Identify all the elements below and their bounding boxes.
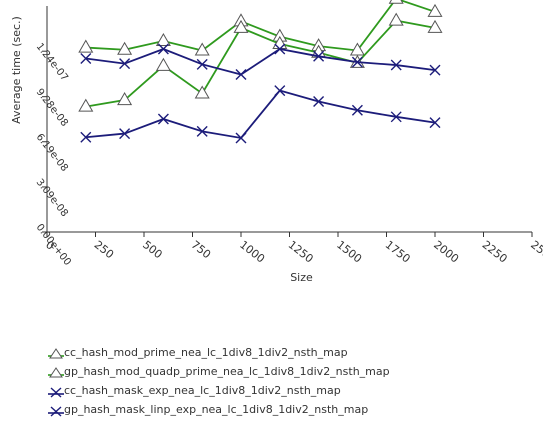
x-tick-label: 250 <box>92 238 117 261</box>
x-tick-label: 2000 <box>431 238 461 265</box>
data-point-triangle <box>78 98 94 112</box>
x-tick-label: 1500 <box>334 238 364 265</box>
data-point-triangle <box>388 12 404 26</box>
data-point-triangle <box>388 0 404 4</box>
x-tick-label: 1750 <box>383 238 413 265</box>
x-axis-title: Size <box>290 271 313 284</box>
y-tick-label: 3.09e-08 <box>34 177 70 219</box>
data-point-x <box>196 58 208 70</box>
legend-triangle-marker <box>48 366 64 377</box>
data-point-x <box>429 117 441 129</box>
y-tick-label: 1.24e-07 <box>34 41 70 83</box>
y-axis-title: Average time (sec.) <box>10 16 23 124</box>
data-point-triangle <box>427 19 443 33</box>
legend-item: gp_hash_mask_linp_exp_nea_lc_1div8_1div2… <box>48 400 390 419</box>
data-point-x <box>119 58 131 70</box>
legend-label: gp_hash_mod_quadp_prime_nea_lc_1div8_1di… <box>64 365 390 378</box>
series-line <box>85 0 436 52</box>
series-1 <box>78 0 443 56</box>
data-point-x <box>390 59 402 71</box>
data-point-x <box>274 43 286 55</box>
y-tick-label: 0.00e+00 <box>34 222 73 268</box>
data-point-x <box>313 96 325 107</box>
data-point-x <box>351 104 363 116</box>
data-point-x <box>274 85 286 97</box>
data-point-x <box>429 64 441 76</box>
x-tick-label: 500 <box>140 238 165 261</box>
series-4 <box>80 85 441 144</box>
chart-legend: cc_hash_mod_prime_nea_lc_1div8_1div2_nst… <box>48 343 390 419</box>
x-tick-label: 1250 <box>286 238 316 265</box>
legend-x-marker <box>48 386 64 398</box>
series-3 <box>80 43 441 81</box>
x-tick-label: 2500 <box>528 238 543 265</box>
data-point-x <box>235 132 247 144</box>
data-point-triangle <box>427 3 443 17</box>
legend-x-marker <box>48 405 64 417</box>
data-point-triangle <box>194 42 210 56</box>
data-point-x <box>119 128 131 140</box>
x-tick-label: 1000 <box>237 238 267 265</box>
data-point-x <box>196 125 208 137</box>
series-line <box>85 19 436 108</box>
data-point-x <box>80 52 92 64</box>
data-point-triangle <box>117 92 133 106</box>
legend-label: gp_hash_mask_linp_exp_nea_lc_1div8_1div2… <box>64 403 369 416</box>
legend-item: gp_hash_mod_quadp_prime_nea_lc_1div8_1di… <box>48 362 390 381</box>
y-tick-label: 9.28e-08 <box>34 87 70 129</box>
legend-label: cc_hash_mask_exp_nea_lc_1div8_1div2_nsth… <box>64 384 341 397</box>
data-point-triangle <box>78 39 94 53</box>
legend-item: cc_hash_mod_prime_nea_lc_1div8_1div2_nst… <box>48 343 390 362</box>
x-tick-label: 750 <box>189 238 214 261</box>
legend-item: cc_hash_mask_exp_nea_lc_1div8_1div2_nsth… <box>48 381 390 400</box>
data-point-x <box>157 113 169 125</box>
data-point-x <box>80 131 92 143</box>
legend-label: cc_hash_mod_prime_nea_lc_1div8_1div2_nst… <box>64 346 348 359</box>
data-point-x <box>351 56 363 68</box>
data-point-triangle <box>155 57 171 71</box>
series-line <box>85 89 436 139</box>
x-tick-label: 2250 <box>480 238 510 265</box>
data-point-triangle <box>194 85 210 99</box>
legend-triangle-marker <box>48 347 64 358</box>
data-point-x <box>390 111 402 123</box>
y-tick-label: 6.19e-08 <box>34 132 70 174</box>
data-point-triangle <box>117 41 133 55</box>
data-point-triangle <box>155 32 171 47</box>
data-point-triangle <box>233 19 249 33</box>
series-line <box>85 48 436 76</box>
data-point-x <box>313 50 325 62</box>
data-point-x <box>235 69 247 81</box>
data-point-x <box>157 43 169 55</box>
